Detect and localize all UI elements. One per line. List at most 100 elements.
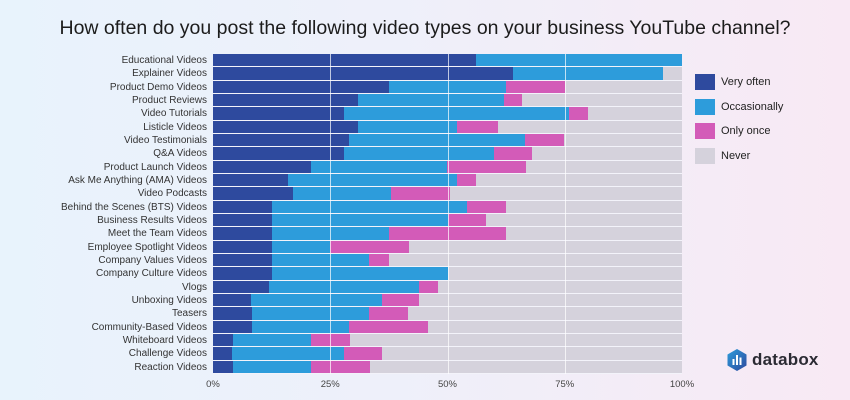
bar-segment-very-often[interactable] [213, 360, 233, 373]
bar-segment-only-once[interactable] [524, 133, 564, 147]
bar-segment-very-often[interactable] [213, 93, 359, 107]
bar-segment-only-once[interactable] [391, 187, 450, 200]
bar-segment-never[interactable] [497, 120, 682, 133]
bar-segment-never[interactable] [475, 173, 682, 187]
bar-segment-occasionally[interactable] [288, 173, 457, 187]
bar-segment-very-often[interactable] [213, 307, 252, 320]
bar-segment-occasionally[interactable] [513, 67, 664, 80]
bar-segment-never[interactable] [525, 160, 682, 173]
bar-segment-very-often[interactable] [213, 133, 349, 147]
bar-segment-very-often[interactable] [213, 253, 272, 267]
bar-segment-very-often[interactable] [213, 280, 270, 293]
bar-segment-very-often[interactable] [213, 320, 252, 333]
bar-segment-very-often[interactable] [213, 54, 476, 67]
bar-segment-occasionally[interactable] [349, 133, 525, 147]
legend-item-very-often[interactable]: Very often [695, 70, 783, 95]
bar-segment-occasionally[interactable] [475, 54, 682, 67]
legend-item-occasionally[interactable]: Occasionally [695, 95, 783, 120]
bar-segment-never[interactable] [531, 147, 682, 160]
bar-row [213, 320, 682, 334]
bar-segment-never[interactable] [521, 93, 682, 107]
bar-segment-never[interactable] [388, 253, 682, 267]
bar-segment-very-often[interactable] [213, 173, 289, 187]
bar-segment-very-often[interactable] [213, 267, 272, 280]
bar-segment-very-often[interactable] [213, 80, 389, 93]
bar-segment-occasionally[interactable] [358, 93, 504, 107]
plot-area [213, 54, 682, 374]
bar-segment-very-often[interactable] [213, 107, 345, 120]
legend-item-never[interactable]: Never [695, 144, 783, 169]
bar-segment-only-once[interactable] [349, 320, 428, 333]
legend-label: Never [721, 149, 751, 162]
bar-segment-only-once[interactable] [330, 240, 409, 253]
bar-segment-only-once[interactable] [419, 280, 439, 293]
bar-segment-very-often[interactable] [213, 347, 232, 360]
bar-segment-very-often[interactable] [213, 160, 312, 173]
bar-segment-only-once[interactable] [494, 147, 532, 160]
bar-segment-occasionally[interactable] [292, 187, 392, 200]
bar-segment-never[interactable] [419, 293, 682, 307]
bar-segment-occasionally[interactable] [271, 213, 448, 227]
bar-segment-never[interactable] [438, 280, 682, 293]
legend-swatch [695, 147, 715, 164]
bar-segment-occasionally[interactable] [250, 293, 382, 307]
bar-segment-never[interactable] [588, 107, 682, 120]
bar-segment-only-once[interactable] [447, 160, 526, 173]
legend-item-only-once[interactable]: Only once [695, 119, 783, 144]
bar-segment-very-often[interactable] [213, 200, 272, 213]
category-label: Q&A Videos [153, 148, 207, 160]
category-label: Explainer Videos [132, 68, 207, 80]
bar-segment-never[interactable] [349, 333, 682, 347]
bar-segment-never[interactable] [408, 307, 682, 320]
bar-segment-occasionally[interactable] [311, 160, 448, 173]
bar-segment-very-often[interactable] [213, 147, 345, 160]
bar-segment-only-once[interactable] [569, 107, 589, 120]
bar-segment-occasionally[interactable] [271, 200, 468, 213]
bar-segment-very-often[interactable] [213, 333, 233, 347]
bar-segment-very-often[interactable] [213, 67, 514, 80]
bar-segment-only-once[interactable] [456, 173, 476, 187]
bar-segment-occasionally[interactable] [232, 333, 311, 347]
bar-segment-never[interactable] [563, 133, 682, 147]
category-label: Whiteboard Videos [122, 334, 207, 346]
bar-segment-occasionally[interactable] [271, 267, 448, 280]
bar-segment-only-once[interactable] [503, 93, 522, 107]
bar-segment-occasionally[interactable] [251, 307, 370, 320]
bar-segment-very-often[interactable] [213, 120, 359, 133]
bar-segment-never[interactable] [506, 200, 682, 213]
category-label: Meet the Team Videos [107, 228, 207, 240]
bar-segment-only-once[interactable] [369, 307, 409, 320]
bar-segment-never[interactable] [486, 213, 682, 227]
bar-segment-never[interactable] [427, 320, 682, 333]
bar-segment-occasionally[interactable] [271, 253, 370, 267]
bar-segment-never[interactable] [564, 80, 682, 93]
bar-segment-occasionally[interactable] [271, 240, 331, 253]
bar-segment-occasionally[interactable] [344, 147, 495, 160]
bar-segment-occasionally[interactable] [269, 280, 420, 293]
bar-segment-only-once[interactable] [311, 360, 370, 373]
bar-segment-occasionally[interactable] [344, 107, 570, 120]
bar-segment-occasionally[interactable] [358, 120, 457, 133]
bar-segment-only-once[interactable] [467, 200, 507, 213]
bar-segment-only-once[interactable] [344, 347, 382, 360]
bar-segment-occasionally[interactable] [232, 360, 311, 373]
bar-segment-very-often[interactable] [213, 293, 251, 307]
bar-segment-occasionally[interactable] [231, 347, 345, 360]
bar-segment-occasionally[interactable] [251, 320, 350, 333]
legend-swatch [695, 98, 715, 115]
bar-segment-never[interactable] [449, 187, 682, 200]
bar-segment-very-often[interactable] [213, 227, 272, 240]
bar-segment-never[interactable] [663, 67, 682, 80]
bar-segment-very-often[interactable] [213, 213, 272, 227]
bar-segment-never[interactable] [369, 360, 682, 373]
bar-segment-very-often[interactable] [213, 240, 272, 253]
bar-segment-never[interactable] [381, 347, 682, 360]
bar-segment-never[interactable] [408, 240, 682, 253]
bar-segment-only-once[interactable] [381, 293, 420, 307]
bar-segment-only-once[interactable] [506, 80, 565, 93]
bar-segment-only-once[interactable] [456, 120, 498, 133]
bar-segment-only-once[interactable] [447, 213, 487, 227]
bar-segment-never[interactable] [506, 227, 682, 240]
bar-segment-only-once[interactable] [369, 253, 389, 267]
bar-segment-very-often[interactable] [213, 187, 293, 200]
